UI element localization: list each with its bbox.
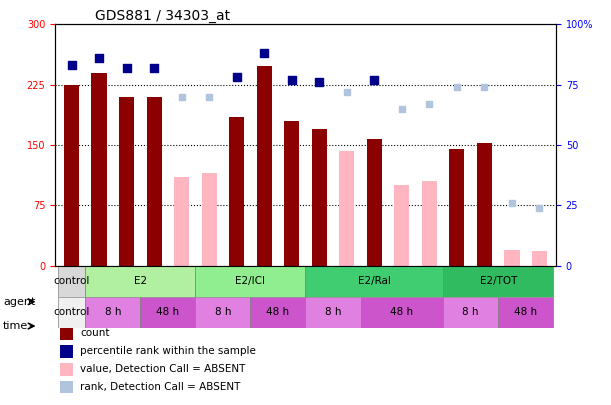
Bar xyxy=(196,297,251,328)
Bar xyxy=(477,143,492,266)
Bar xyxy=(60,345,73,358)
Bar xyxy=(443,297,498,328)
Bar xyxy=(86,266,196,297)
Point xyxy=(122,64,131,71)
Bar xyxy=(174,177,189,266)
Bar xyxy=(60,381,73,393)
Bar xyxy=(339,151,354,266)
Bar xyxy=(60,363,73,375)
Point xyxy=(452,84,462,90)
Bar xyxy=(360,297,443,328)
Text: 8 h: 8 h xyxy=(325,307,342,318)
Text: time: time xyxy=(3,321,28,331)
Bar xyxy=(449,149,464,266)
Bar xyxy=(443,266,553,297)
Text: E2/ICI: E2/ICI xyxy=(235,276,265,286)
Point xyxy=(177,94,186,100)
Point xyxy=(315,79,324,85)
Bar xyxy=(284,121,299,266)
Bar xyxy=(257,66,272,266)
Bar xyxy=(58,297,86,328)
Point xyxy=(397,106,407,112)
Point xyxy=(259,50,269,57)
Bar xyxy=(532,252,547,266)
Point xyxy=(507,200,517,206)
Bar xyxy=(202,173,217,266)
Text: control: control xyxy=(53,307,90,318)
Point xyxy=(149,64,159,71)
Text: 48 h: 48 h xyxy=(156,307,180,318)
Bar xyxy=(505,250,519,266)
Bar xyxy=(367,139,382,266)
Point xyxy=(67,62,76,68)
Bar xyxy=(312,129,327,266)
Bar xyxy=(147,97,162,266)
Point xyxy=(535,205,544,211)
Bar xyxy=(251,297,306,328)
Point xyxy=(232,74,241,81)
Text: control: control xyxy=(53,276,90,286)
Point xyxy=(204,94,214,100)
Point xyxy=(287,77,296,83)
Bar xyxy=(422,181,437,266)
Text: percentile rank within the sample: percentile rank within the sample xyxy=(80,346,256,356)
Bar xyxy=(60,327,73,340)
Text: E2: E2 xyxy=(134,276,147,286)
Text: value, Detection Call = ABSENT: value, Detection Call = ABSENT xyxy=(80,364,246,374)
Bar xyxy=(394,185,409,266)
Text: GDS881 / 34303_at: GDS881 / 34303_at xyxy=(95,9,230,23)
Text: 8 h: 8 h xyxy=(214,307,231,318)
Point xyxy=(480,84,489,90)
Bar xyxy=(196,266,306,297)
Bar xyxy=(306,297,360,328)
Bar xyxy=(498,297,553,328)
Point xyxy=(370,77,379,83)
Bar xyxy=(229,117,244,266)
Text: 48 h: 48 h xyxy=(266,307,290,318)
Point xyxy=(94,55,104,61)
Text: rank, Detection Call = ABSENT: rank, Detection Call = ABSENT xyxy=(80,382,240,392)
Bar xyxy=(86,297,141,328)
Text: count: count xyxy=(80,328,109,339)
Bar xyxy=(141,297,196,328)
Text: 8 h: 8 h xyxy=(463,307,479,318)
Text: 48 h: 48 h xyxy=(514,307,537,318)
Text: 48 h: 48 h xyxy=(390,307,414,318)
Bar xyxy=(58,266,86,297)
Text: E2/Ral: E2/Ral xyxy=(358,276,391,286)
Bar xyxy=(306,266,443,297)
Bar xyxy=(64,85,79,266)
Bar xyxy=(119,97,134,266)
Text: E2/TOT: E2/TOT xyxy=(480,276,517,286)
Text: agent: agent xyxy=(3,297,35,307)
Text: 8 h: 8 h xyxy=(104,307,121,318)
Point xyxy=(425,101,434,107)
Bar xyxy=(92,72,106,266)
Point xyxy=(342,89,352,95)
